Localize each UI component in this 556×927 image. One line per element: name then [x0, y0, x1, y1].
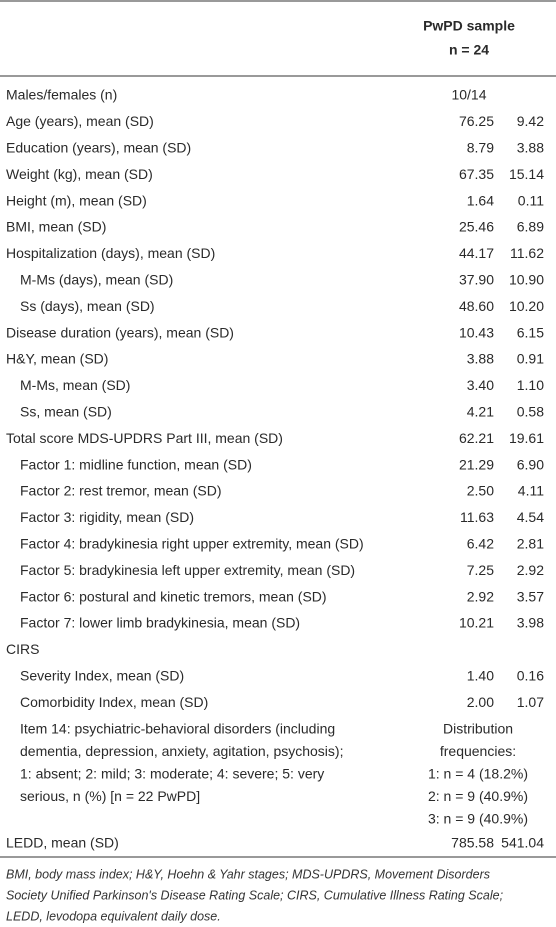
row-mean: 37.90 [459, 272, 494, 288]
row-sd: 6.15 [517, 324, 544, 340]
row-label: CIRS [6, 641, 39, 657]
row-sd: 9.42 [517, 113, 544, 129]
row-label: Factor 5: bradykinesia left upper extrem… [20, 562, 355, 578]
row-mean: 2.00 [467, 694, 494, 710]
row-value: 10/14 [451, 87, 486, 103]
row-sd: 6.90 [517, 456, 544, 472]
row-value-line: 2: n = 9 (40.9%) [428, 788, 528, 804]
row-mean: 10.43 [459, 324, 494, 340]
row-sd: 2.92 [517, 562, 544, 578]
row-sd: 3.98 [517, 615, 544, 631]
row-mean: 25.46 [459, 219, 494, 235]
row-label: Factor 6: postural and kinetic tremors, … [20, 588, 327, 604]
row-label: Ss, mean (SD) [20, 404, 112, 420]
row-label: Height (m), mean (SD) [6, 192, 147, 208]
row-mean: 4.21 [467, 404, 494, 420]
header-n: n = 24 [449, 42, 489, 58]
row-mean: 10.21 [459, 615, 494, 631]
row-mean: 2.50 [467, 483, 494, 499]
row-mean: 785.58 [451, 834, 494, 850]
row-mean: 21.29 [459, 456, 494, 472]
row-sd: 3.88 [517, 140, 544, 156]
row-label: Factor 3: rigidity, mean (SD) [20, 509, 194, 525]
row-mean: 7.25 [467, 562, 494, 578]
row-sd: 10.20 [509, 298, 544, 314]
header-title: PwPD sample [423, 18, 515, 34]
row-label: M-Ms, mean (SD) [20, 377, 130, 393]
row-label: Severity Index, mean (SD) [20, 668, 184, 684]
row-sd: 1.07 [517, 694, 544, 710]
row-sd: 11.62 [510, 245, 544, 261]
row-label-line: Item 14: psychiatric-behavioral disorder… [20, 720, 335, 736]
row-mean: 76.25 [459, 113, 494, 129]
row-mean: 3.40 [467, 377, 494, 393]
row-sd: 4.11 [518, 483, 544, 499]
row-sd: 0.11 [518, 192, 544, 208]
row-mean: 62.21 [459, 430, 494, 446]
row-label: LEDD, mean (SD) [6, 834, 119, 850]
footnote-line: LEDD, levodopa equivalent daily dose. [6, 909, 221, 923]
row-sd: 3.57 [517, 588, 544, 604]
row-mean: 44.17 [459, 245, 494, 261]
row-label: Males/females (n) [6, 87, 117, 103]
row-label: Age (years), mean (SD) [6, 113, 154, 129]
row-label: BMI, mean (SD) [6, 219, 106, 235]
row-value-line: 1: n = 4 (18.2%) [428, 765, 528, 781]
row-sd: 4.54 [517, 509, 544, 525]
row-sd: 6.89 [517, 219, 544, 235]
row-label: Education (years), mean (SD) [6, 140, 191, 156]
row-mean: 11.63 [460, 509, 494, 525]
row-mean: 6.42 [467, 536, 494, 552]
row-label-line: serious, n (%) [n = 22 PwPD] [20, 788, 200, 804]
row-label: Factor 4: bradykinesia right upper extre… [20, 536, 364, 552]
row-label: H&Y, mean (SD) [6, 351, 108, 367]
row-label: Ss (days), mean (SD) [20, 298, 155, 314]
row-value-line: frequencies: [440, 743, 516, 759]
row-label-line: 1: absent; 2: mild; 3: moderate; 4: seve… [20, 765, 324, 781]
row-mean: 2.92 [467, 588, 494, 604]
row-sd: 1.10 [517, 377, 544, 393]
row-label: Weight (kg), mean (SD) [6, 166, 153, 182]
row-mean: 67.35 [459, 166, 494, 182]
row-label: Factor 2: rest tremor, mean (SD) [20, 483, 222, 499]
row-sd: 0.16 [517, 668, 544, 684]
row-sd: 19.61 [509, 430, 544, 446]
row-value-line: 3: n = 9 (40.9%) [428, 810, 528, 826]
row-sd: 0.91 [517, 351, 544, 367]
row-mean: 8.79 [467, 140, 494, 156]
row-mean: 3.88 [467, 351, 494, 367]
row-label: M-Ms (days), mean (SD) [20, 272, 173, 288]
row-value-line: Distribution [443, 720, 513, 736]
row-label: Comorbidity Index, mean (SD) [20, 694, 208, 710]
row-mean: 48.60 [459, 298, 494, 314]
footnote-line: Society Unified Parkinson's Disease Rati… [6, 888, 504, 902]
row-sd: 0.58 [517, 404, 544, 420]
row-sd: 10.90 [509, 272, 544, 288]
row-sd: 2.81 [517, 536, 544, 552]
row-label: Hospitalization (days), mean (SD) [6, 245, 215, 261]
row-sd: 15.14 [509, 166, 544, 182]
row-sd: 541.04 [501, 834, 544, 850]
row-label: Total score MDS-UPDRS Part III, mean (SD… [6, 430, 283, 446]
footnote-line: BMI, body mass index; H&Y, Hoehn & Yahr … [6, 867, 490, 881]
row-label: Factor 7: lower limb bradykinesia, mean … [20, 615, 300, 631]
row-label: Disease duration (years), mean (SD) [6, 324, 234, 340]
row-mean: 1.40 [467, 668, 494, 684]
row-label: Factor 1: midline function, mean (SD) [20, 456, 252, 472]
row-label-line: dementia, depression, anxiety, agitation… [20, 743, 343, 759]
row-mean: 1.64 [467, 192, 494, 208]
